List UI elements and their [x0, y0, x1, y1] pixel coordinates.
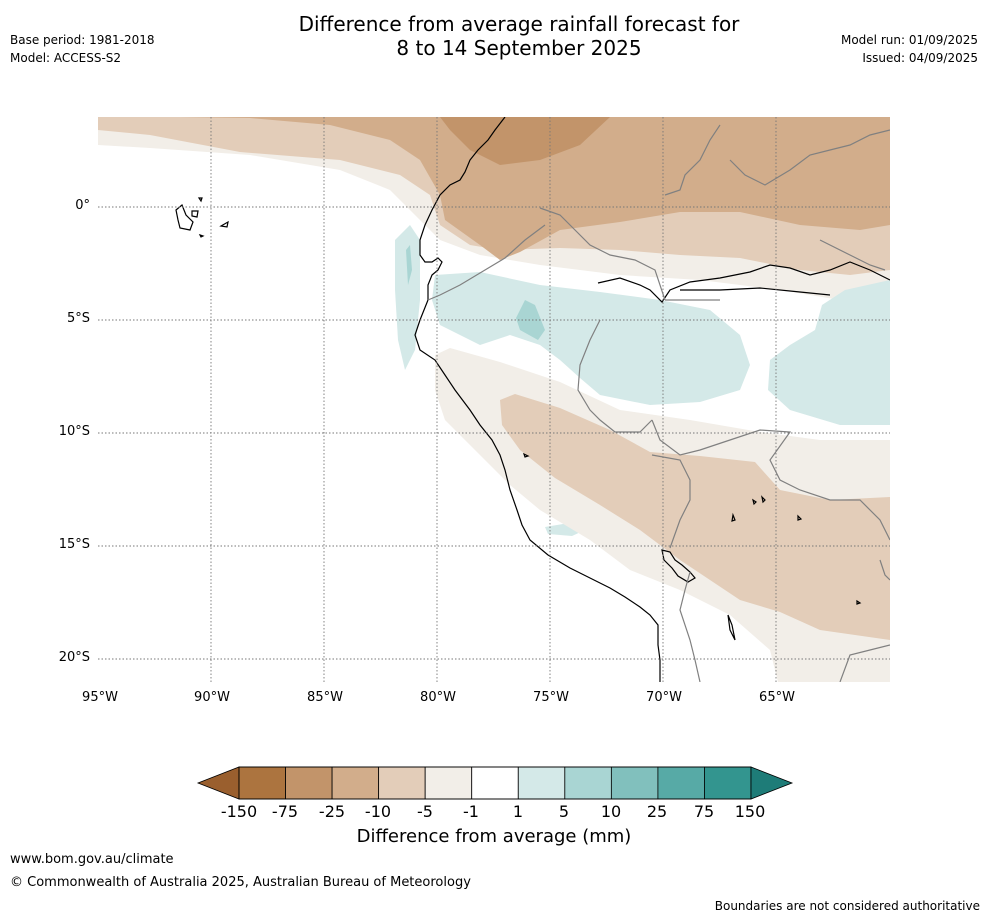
colorbar-swatch — [331, 766, 380, 800]
colorbar-label: 25 — [646, 802, 668, 821]
info-left: Base period: 1981-2018 Model: ACCESS-S2 — [10, 31, 155, 67]
colorbar-extend-low — [196, 766, 240, 800]
colorbar-label: 10 — [600, 802, 622, 821]
colorbar-label: 1 — [512, 802, 524, 821]
wet-area-coast-core — [406, 245, 412, 285]
colorbar-label: -150 — [220, 802, 258, 821]
colorbar-label: 75 — [693, 802, 715, 821]
lat-label-20s: 20°S — [58, 650, 90, 665]
lon-label-85w: 85°W — [307, 690, 343, 705]
colorbar-label: -25 — [318, 802, 346, 821]
colorbar — [196, 766, 794, 800]
dry-band-25 — [440, 117, 610, 165]
lon-label-75w: 75°W — [533, 690, 569, 705]
colorbar-swatch — [657, 766, 705, 800]
wet-area-coast — [395, 225, 420, 370]
footer-url: www.bom.gov.au/climate — [10, 852, 174, 867]
country-borders — [427, 124, 890, 682]
colorbar-label: -1 — [463, 802, 479, 821]
colorbar-swatch — [285, 766, 333, 800]
model-text: Model: ACCESS-S2 — [10, 51, 122, 65]
dry-band-10 — [180, 117, 890, 260]
base-period-text: Base period: 1981-2018 — [10, 33, 155, 47]
colorbar-swatch — [517, 766, 566, 800]
issued-text: Issued: 04/09/2025 — [862, 51, 978, 65]
model-run-text: Model run: 01/09/2025 — [840, 33, 978, 47]
lon-label-80w: 80°W — [420, 690, 456, 705]
colorbar-extend-high — [750, 766, 794, 800]
footer-disclaimer: Boundaries are not considered authoritat… — [714, 899, 980, 913]
title-line-1: Difference from average rainfall forecas… — [298, 12, 740, 36]
wet-area-east — [768, 280, 890, 425]
wet-area-central-core — [516, 300, 545, 340]
colorbar-swatch — [471, 766, 519, 800]
map-title: Difference from average rainfall forecas… — [0, 12, 988, 60]
lon-label-65w: 65°W — [759, 690, 795, 705]
lat-label-0: 0° — [75, 198, 90, 213]
lon-label-95w: 95°W — [82, 690, 118, 705]
colorbar-label: -5 — [417, 802, 433, 821]
colorbar-label: 5 — [558, 802, 570, 821]
lat-label-15s: 15°S — [58, 537, 90, 552]
amazon-river — [597, 261, 890, 303]
lat-label-5s: 5°S — [66, 311, 90, 326]
colorbar-title: Difference from average (mm) — [356, 826, 632, 847]
lon-label-70w: 70°W — [646, 690, 682, 705]
colorbar-swatch — [564, 766, 612, 800]
colorbar-label: -75 — [271, 802, 299, 821]
colorbar-swatch — [378, 766, 426, 800]
lat-label-10s: 10°S — [58, 424, 90, 439]
dry-band-south-5 — [500, 394, 890, 640]
footer-copyright: © Commonwealth of Australia 2025, Austra… — [10, 875, 471, 890]
small-lakes — [522, 452, 862, 641]
lake-titicaca — [661, 549, 696, 583]
lon-label-90w: 90°W — [194, 690, 230, 705]
graticule — [98, 117, 890, 682]
south-america-coastline — [414, 117, 661, 682]
colorbar-swatch — [238, 766, 286, 800]
info-right: Model run: 01/09/2025 Issued: 04/09/2025 — [841, 31, 978, 67]
title-line-2: 8 to 14 September 2025 — [396, 36, 642, 60]
colorbar-swatch — [424, 766, 473, 800]
colorbar-swatch — [704, 766, 752, 800]
colorbar-swatch — [610, 766, 659, 800]
colorbar-label: -10 — [364, 802, 392, 821]
colorbar-label: 150 — [734, 802, 766, 821]
